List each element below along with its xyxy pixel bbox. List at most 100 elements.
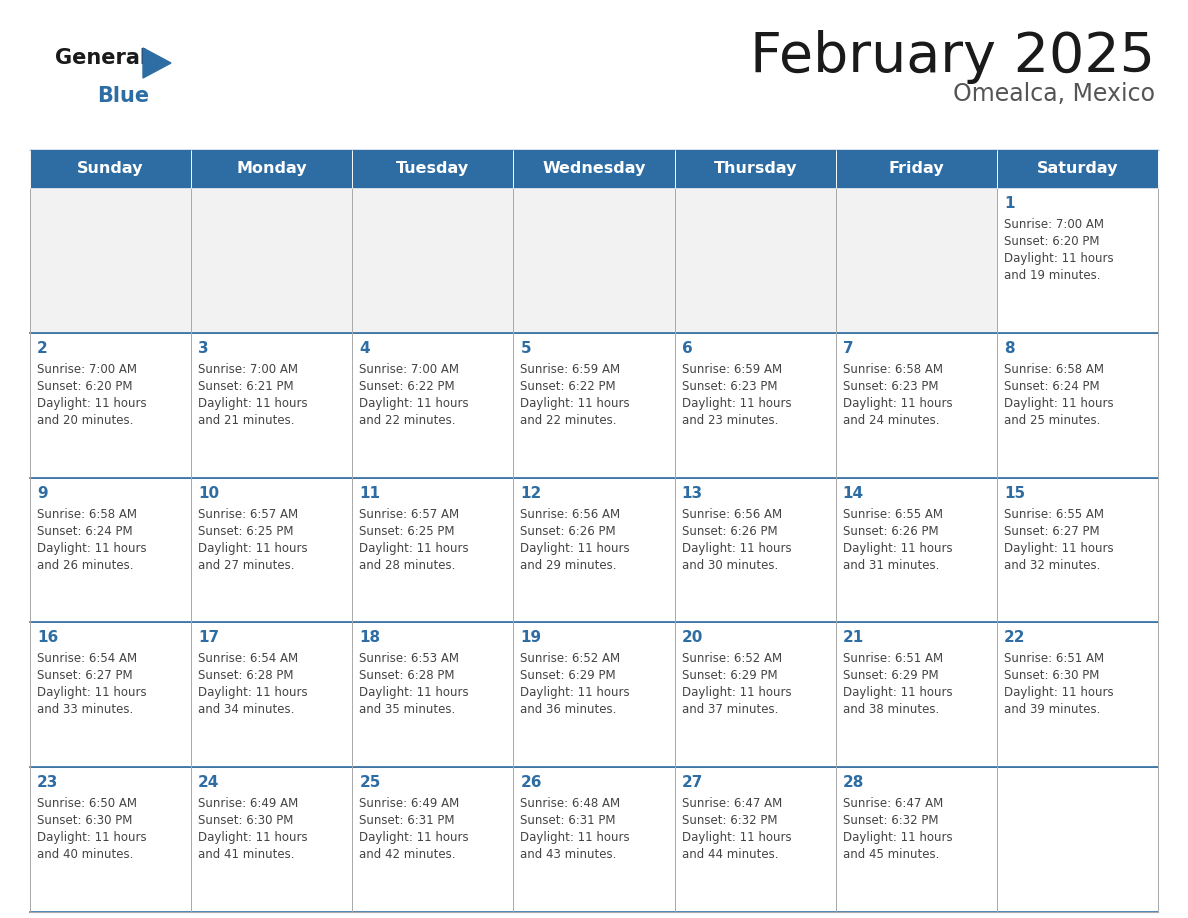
Text: Daylight: 11 hours: Daylight: 11 hours: [682, 687, 791, 700]
Bar: [675, 188, 835, 333]
Text: and 43 minutes.: and 43 minutes.: [520, 848, 617, 861]
Text: Thursday: Thursday: [713, 162, 797, 176]
Text: Wednesday: Wednesday: [542, 162, 646, 176]
Text: Daylight: 11 hours: Daylight: 11 hours: [520, 542, 630, 554]
Text: Sunset: 6:20 PM: Sunset: 6:20 PM: [1004, 235, 1099, 248]
Polygon shape: [143, 48, 171, 78]
Text: Sunrise: 6:59 AM: Sunrise: 6:59 AM: [682, 363, 782, 375]
Text: and 21 minutes.: and 21 minutes.: [198, 414, 295, 427]
Text: 18: 18: [359, 631, 380, 645]
Text: 5: 5: [520, 341, 531, 356]
Text: Sunset: 6:26 PM: Sunset: 6:26 PM: [842, 524, 939, 538]
Bar: [513, 477, 675, 622]
Text: Sunrise: 6:55 AM: Sunrise: 6:55 AM: [1004, 508, 1104, 521]
Text: 24: 24: [198, 775, 220, 790]
Text: Sunday: Sunday: [77, 162, 144, 176]
Text: Sunset: 6:22 PM: Sunset: 6:22 PM: [520, 380, 617, 393]
Text: 8: 8: [1004, 341, 1015, 356]
Text: Sunrise: 6:54 AM: Sunrise: 6:54 AM: [198, 653, 298, 666]
Text: Blue: Blue: [97, 86, 150, 106]
Bar: [191, 767, 353, 912]
Bar: [30, 767, 191, 912]
Bar: [997, 767, 1158, 912]
Text: and 31 minutes.: and 31 minutes.: [842, 558, 939, 572]
Bar: [353, 767, 513, 912]
Text: 7: 7: [842, 341, 853, 356]
Bar: [675, 150, 835, 188]
Text: Monday: Monday: [236, 162, 307, 176]
Bar: [30, 150, 191, 188]
Text: Sunrise: 7:00 AM: Sunrise: 7:00 AM: [37, 363, 137, 375]
Text: 26: 26: [520, 775, 542, 790]
Text: and 19 minutes.: and 19 minutes.: [1004, 269, 1100, 282]
Text: Daylight: 11 hours: Daylight: 11 hours: [842, 542, 953, 554]
Text: Sunset: 6:25 PM: Sunset: 6:25 PM: [359, 524, 455, 538]
Text: and 22 minutes.: and 22 minutes.: [520, 414, 617, 427]
Text: 25: 25: [359, 775, 380, 790]
Text: and 22 minutes.: and 22 minutes.: [359, 414, 456, 427]
Text: Daylight: 11 hours: Daylight: 11 hours: [198, 397, 308, 409]
Text: Sunrise: 7:00 AM: Sunrise: 7:00 AM: [1004, 218, 1104, 231]
Text: Sunrise: 6:51 AM: Sunrise: 6:51 AM: [1004, 653, 1104, 666]
Text: Sunset: 6:30 PM: Sunset: 6:30 PM: [198, 814, 293, 827]
Text: Sunrise: 6:56 AM: Sunrise: 6:56 AM: [520, 508, 620, 521]
Text: and 20 minutes.: and 20 minutes.: [37, 414, 133, 427]
Text: 3: 3: [198, 341, 209, 356]
Text: Sunrise: 6:58 AM: Sunrise: 6:58 AM: [37, 508, 137, 521]
Text: 27: 27: [682, 775, 703, 790]
Text: Daylight: 11 hours: Daylight: 11 hours: [1004, 252, 1113, 265]
Text: Daylight: 11 hours: Daylight: 11 hours: [520, 397, 630, 409]
Text: 15: 15: [1004, 486, 1025, 500]
Text: and 35 minutes.: and 35 minutes.: [359, 703, 455, 716]
Bar: [513, 150, 675, 188]
Text: 1: 1: [1004, 196, 1015, 211]
Text: Daylight: 11 hours: Daylight: 11 hours: [359, 831, 469, 845]
Bar: [353, 333, 513, 477]
Bar: [675, 622, 835, 767]
Text: Daylight: 11 hours: Daylight: 11 hours: [1004, 687, 1113, 700]
Text: Daylight: 11 hours: Daylight: 11 hours: [198, 831, 308, 845]
Text: Daylight: 11 hours: Daylight: 11 hours: [37, 831, 146, 845]
Text: Sunrise: 6:52 AM: Sunrise: 6:52 AM: [682, 653, 782, 666]
Text: 10: 10: [198, 486, 220, 500]
Text: 20: 20: [682, 631, 703, 645]
Text: and 40 minutes.: and 40 minutes.: [37, 848, 133, 861]
Bar: [997, 333, 1158, 477]
Text: Daylight: 11 hours: Daylight: 11 hours: [1004, 542, 1113, 554]
Bar: [513, 622, 675, 767]
Text: Sunrise: 6:56 AM: Sunrise: 6:56 AM: [682, 508, 782, 521]
Text: Sunset: 6:30 PM: Sunset: 6:30 PM: [37, 814, 132, 827]
Text: Daylight: 11 hours: Daylight: 11 hours: [198, 687, 308, 700]
Text: Sunset: 6:29 PM: Sunset: 6:29 PM: [842, 669, 939, 682]
Text: Friday: Friday: [889, 162, 944, 176]
Text: and 44 minutes.: and 44 minutes.: [682, 848, 778, 861]
Text: Omealca, Mexico: Omealca, Mexico: [953, 82, 1155, 106]
Text: Sunset: 6:25 PM: Sunset: 6:25 PM: [198, 524, 293, 538]
Text: 19: 19: [520, 631, 542, 645]
Bar: [997, 150, 1158, 188]
Bar: [997, 477, 1158, 622]
Bar: [835, 150, 997, 188]
Text: Sunrise: 6:54 AM: Sunrise: 6:54 AM: [37, 653, 137, 666]
Bar: [30, 188, 191, 333]
Text: Sunset: 6:31 PM: Sunset: 6:31 PM: [359, 814, 455, 827]
Text: Sunset: 6:31 PM: Sunset: 6:31 PM: [520, 814, 615, 827]
Text: Daylight: 11 hours: Daylight: 11 hours: [682, 542, 791, 554]
Text: Daylight: 11 hours: Daylight: 11 hours: [842, 397, 953, 409]
Text: Daylight: 11 hours: Daylight: 11 hours: [842, 687, 953, 700]
Text: Sunrise: 6:51 AM: Sunrise: 6:51 AM: [842, 653, 943, 666]
Text: 23: 23: [37, 775, 58, 790]
Text: Sunset: 6:27 PM: Sunset: 6:27 PM: [37, 669, 133, 682]
Text: Daylight: 11 hours: Daylight: 11 hours: [1004, 397, 1113, 409]
Text: and 42 minutes.: and 42 minutes.: [359, 848, 456, 861]
Bar: [675, 333, 835, 477]
Text: and 39 minutes.: and 39 minutes.: [1004, 703, 1100, 716]
Bar: [30, 622, 191, 767]
Text: 22: 22: [1004, 631, 1025, 645]
Text: Sunrise: 6:57 AM: Sunrise: 6:57 AM: [198, 508, 298, 521]
Text: and 27 minutes.: and 27 minutes.: [198, 558, 295, 572]
Text: Sunrise: 6:47 AM: Sunrise: 6:47 AM: [842, 797, 943, 811]
Text: Sunrise: 6:58 AM: Sunrise: 6:58 AM: [1004, 363, 1104, 375]
Bar: [835, 333, 997, 477]
Text: and 32 minutes.: and 32 minutes.: [1004, 558, 1100, 572]
